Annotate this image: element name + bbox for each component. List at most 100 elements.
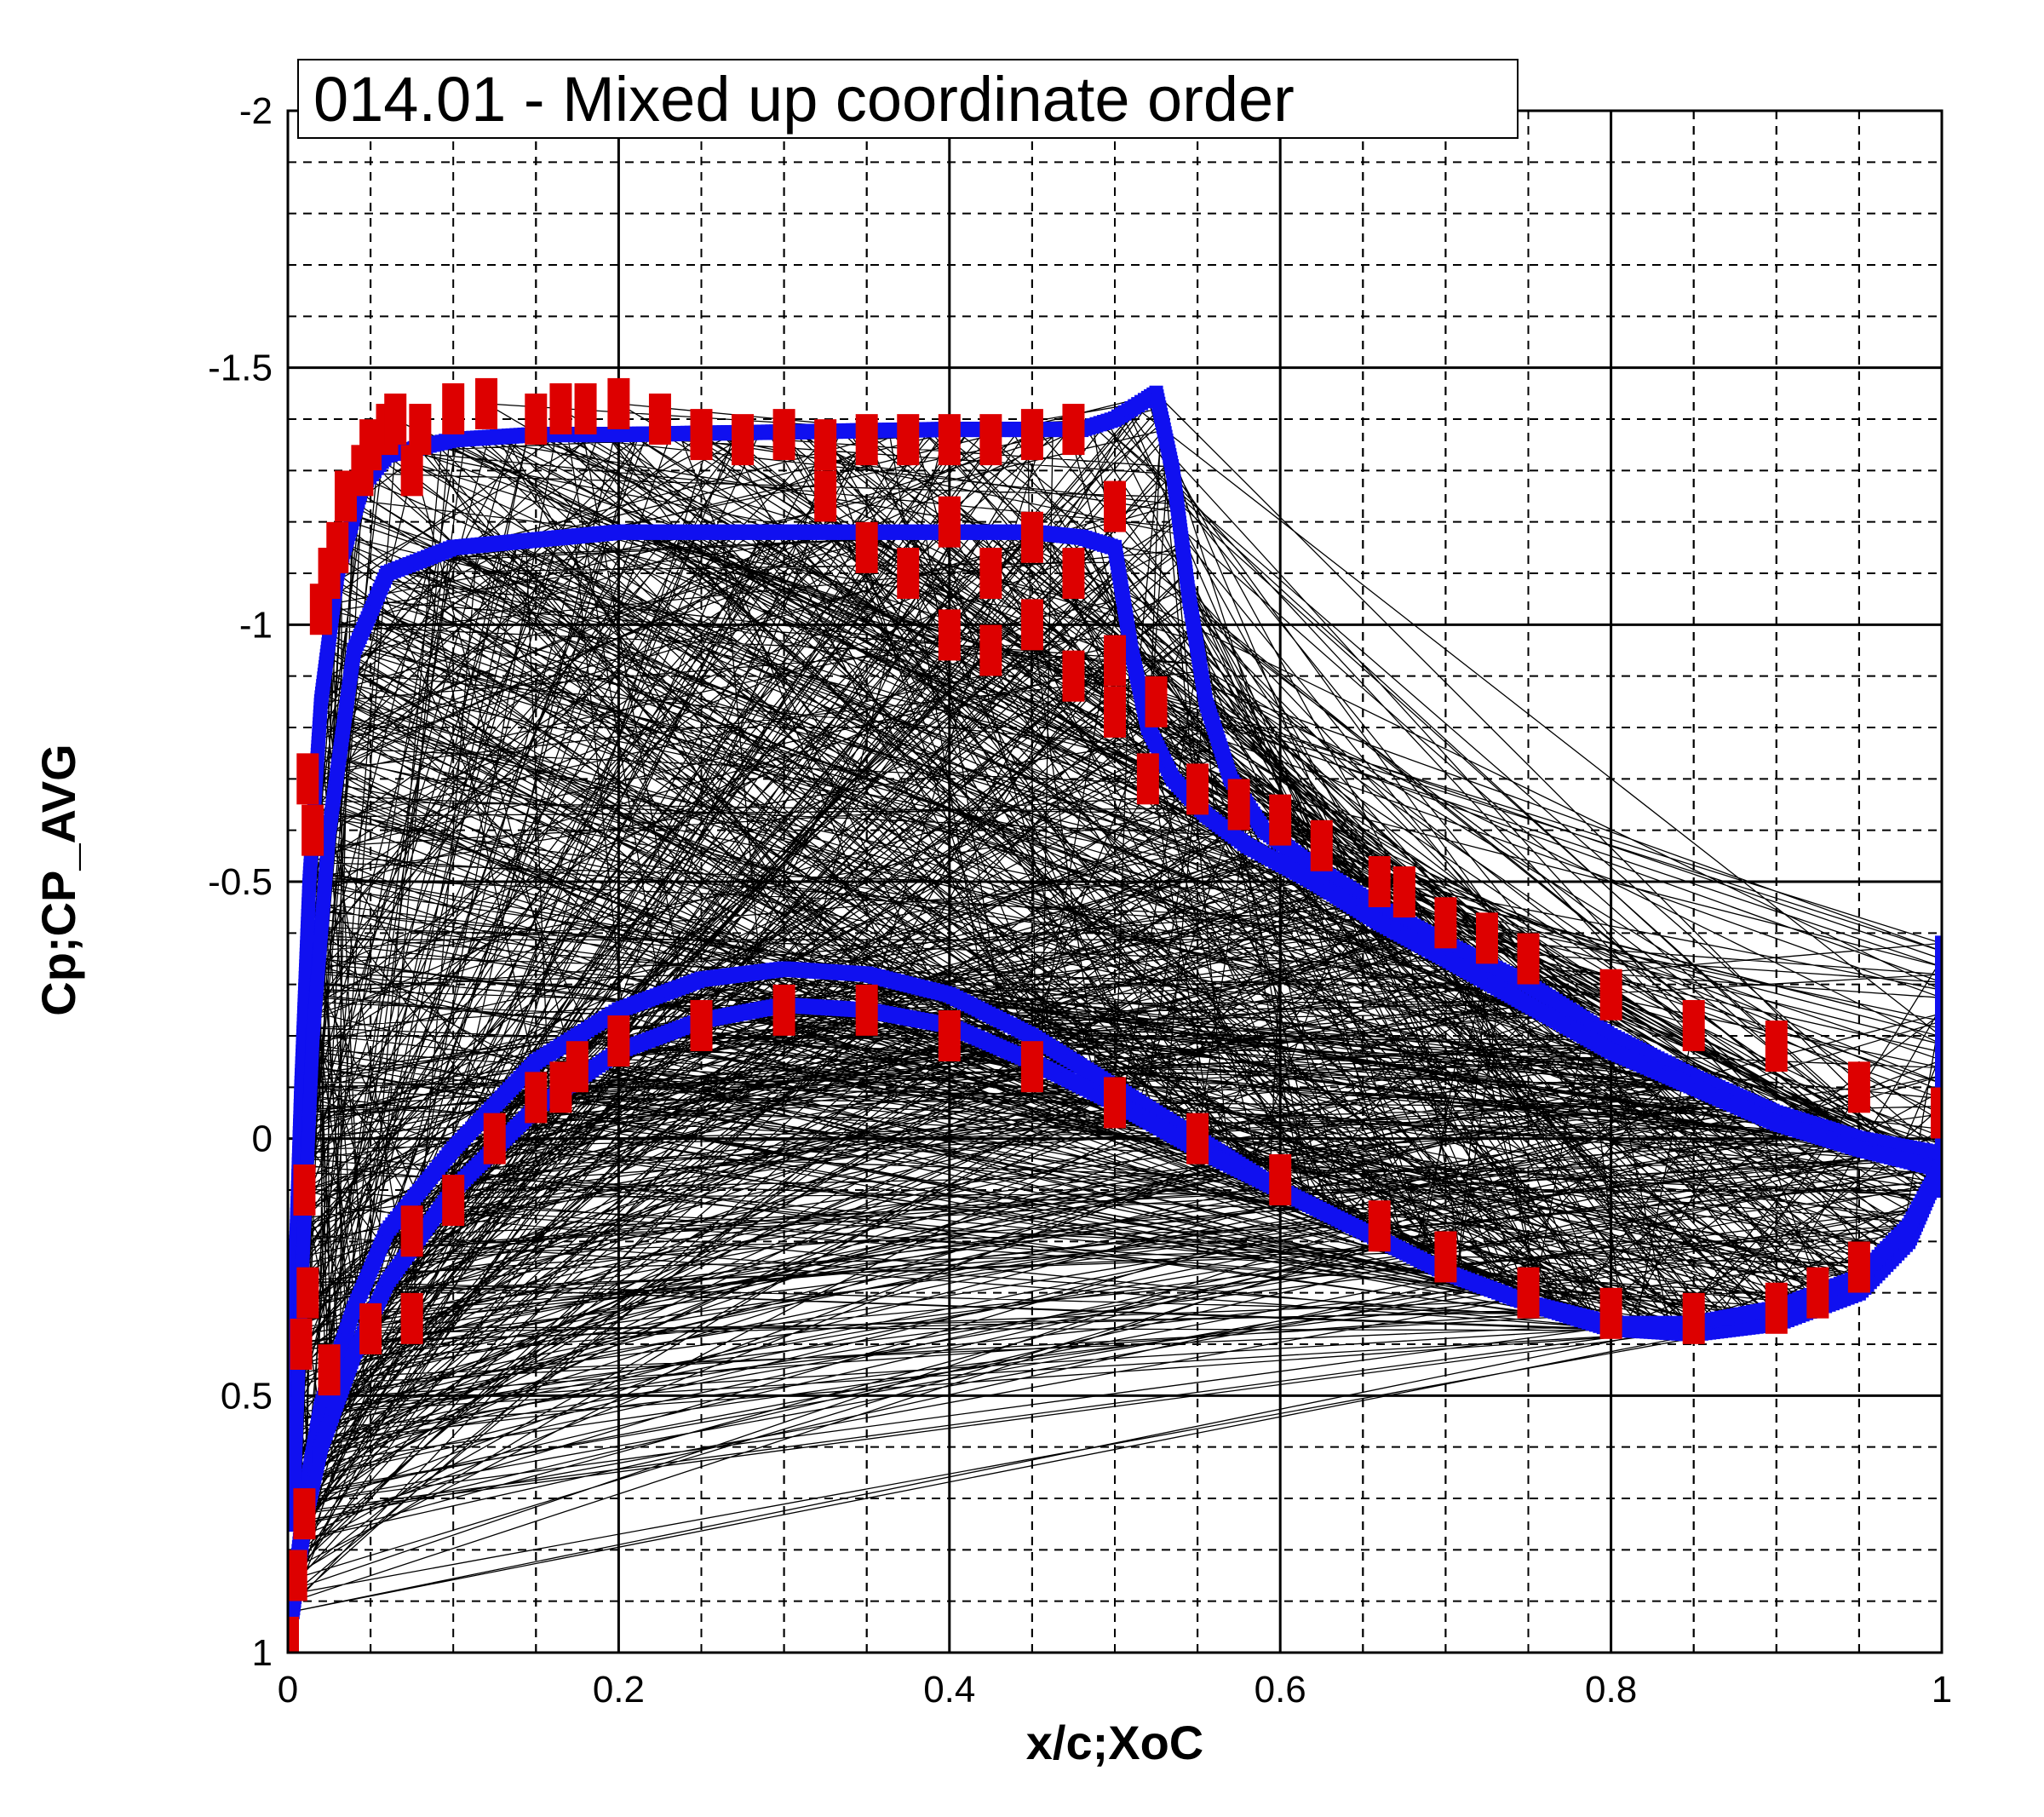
y-tick-label: -2 <box>239 90 273 132</box>
red-marker <box>1145 676 1168 727</box>
red-marker <box>475 377 498 429</box>
red-marker <box>690 999 713 1051</box>
red-marker <box>1765 1021 1788 1072</box>
red-marker <box>732 414 755 466</box>
y-tick-label: -0.5 <box>208 861 273 903</box>
red-marker <box>442 382 465 434</box>
red-marker <box>1269 1153 1292 1205</box>
red-marker <box>1104 686 1126 738</box>
red-marker <box>293 1164 316 1216</box>
red-marker <box>855 521 878 573</box>
red-marker <box>1434 1231 1457 1283</box>
x-tick-label: 0.6 <box>1255 1669 1306 1711</box>
red-marker <box>1847 1241 1870 1293</box>
red-marker <box>409 404 432 456</box>
red-marker <box>384 394 407 445</box>
red-marker <box>290 1319 313 1370</box>
red-marker <box>1062 548 1085 599</box>
red-marker <box>607 1015 630 1067</box>
red-marker <box>938 609 961 661</box>
chart-title: 014.01 - Mixed up coordinate order <box>313 64 1295 135</box>
red-marker <box>938 1010 961 1061</box>
red-marker <box>814 419 837 471</box>
red-marker <box>293 1488 316 1540</box>
red-marker <box>897 414 920 466</box>
red-marker <box>855 414 878 466</box>
red-marker <box>400 1205 423 1257</box>
red-marker <box>1062 650 1085 702</box>
red-marker <box>1765 1282 1788 1334</box>
red-marker <box>1682 1292 1705 1344</box>
red-marker <box>1020 599 1043 651</box>
red-marker <box>1806 1267 1829 1319</box>
y-axis-title: Cp;CP_AVG <box>32 744 85 1015</box>
red-marker <box>400 1292 423 1344</box>
red-marker <box>814 470 837 522</box>
red-marker <box>1104 635 1126 687</box>
red-marker <box>566 1041 589 1093</box>
red-marker <box>549 382 572 434</box>
red-marker <box>1136 753 1159 805</box>
red-marker <box>296 1267 319 1319</box>
x-axis-ticks: 0 0.2 0.4 0.6 0.8 1 <box>278 1669 1952 1711</box>
red-marker <box>1020 409 1043 461</box>
red-marker <box>574 382 597 434</box>
x-tick-label: 0 <box>278 1669 298 1711</box>
red-marker <box>648 394 671 445</box>
red-marker <box>855 984 878 1036</box>
red-marker <box>1020 511 1043 563</box>
red-marker <box>690 409 713 461</box>
red-marker <box>1599 969 1622 1021</box>
red-marker <box>772 984 795 1036</box>
x-tick-label: 1 <box>1932 1669 1952 1711</box>
y-tick-label: 0 <box>252 1118 273 1160</box>
red-marker <box>1310 819 1333 871</box>
red-marker <box>318 1344 341 1396</box>
x-axis-title: x/c;XoC <box>1026 1716 1204 1769</box>
red-marker <box>288 1550 307 1601</box>
red-marker <box>1186 763 1209 815</box>
red-marker <box>979 548 1002 599</box>
red-marker <box>288 1616 299 1653</box>
red-marker <box>1269 794 1292 846</box>
y-tick-label: -1.5 <box>208 348 273 389</box>
red-marker <box>938 496 961 548</box>
series-red-markers <box>288 377 1942 1653</box>
red-marker <box>1475 912 1498 964</box>
chart-title-box <box>297 59 1519 139</box>
red-marker <box>1104 1077 1126 1129</box>
red-marker <box>1020 1041 1043 1093</box>
red-marker <box>1434 897 1457 949</box>
red-marker <box>483 1113 506 1164</box>
red-marker <box>1368 856 1391 907</box>
red-marker <box>1392 866 1415 918</box>
red-marker <box>938 414 961 466</box>
red-marker <box>525 394 548 445</box>
red-marker <box>1368 1200 1391 1252</box>
red-marker <box>1186 1113 1209 1164</box>
red-marker <box>1931 1087 1942 1139</box>
red-marker <box>296 753 319 805</box>
y-tick-label: -1 <box>239 604 273 646</box>
red-marker <box>326 521 349 573</box>
red-marker <box>1599 1287 1622 1339</box>
red-marker <box>442 1175 465 1227</box>
red-marker <box>1227 779 1250 831</box>
red-marker <box>772 409 795 461</box>
red-marker <box>525 1072 548 1124</box>
red-marker <box>1517 1267 1540 1319</box>
y-tick-label: 1 <box>252 1632 273 1674</box>
red-marker <box>979 414 1002 466</box>
red-marker <box>1847 1061 1870 1113</box>
red-marker <box>1104 480 1126 532</box>
y-axis-ticks: -2 -1.5 -1 -0.5 0 0.5 1 <box>208 90 273 1674</box>
plot-area <box>288 377 1942 1653</box>
blue-marker <box>1935 1182 1942 1198</box>
red-marker <box>301 804 324 856</box>
red-marker <box>897 548 920 599</box>
x-tick-label: 0.2 <box>593 1669 645 1711</box>
y-tick-label: 0.5 <box>221 1375 273 1417</box>
x-tick-label: 0.4 <box>923 1669 975 1711</box>
x-tick-label: 0.8 <box>1585 1669 1637 1711</box>
red-marker <box>1517 933 1540 985</box>
